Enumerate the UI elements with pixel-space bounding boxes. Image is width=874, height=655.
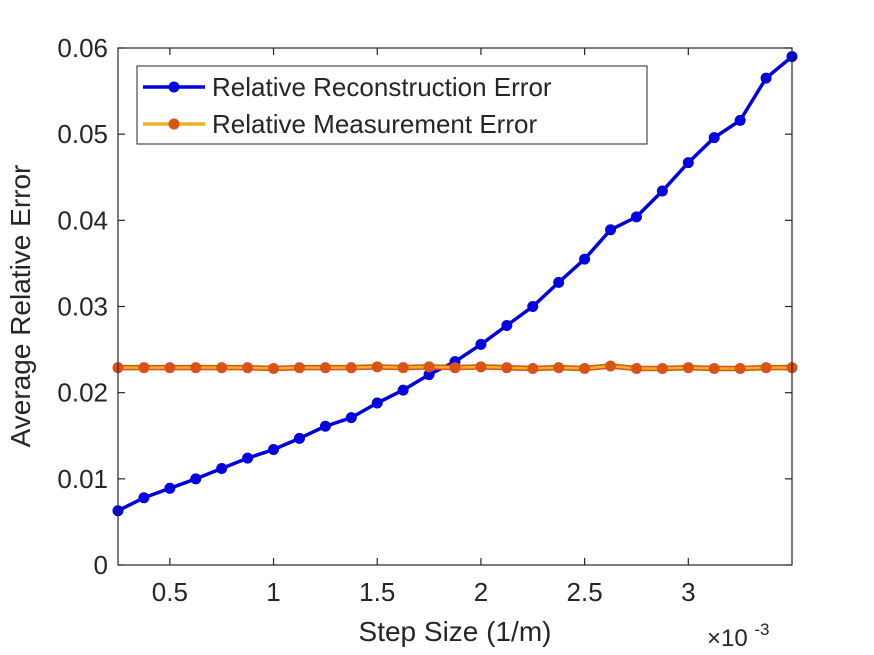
- x-tick-label: 3: [681, 577, 695, 607]
- legend-box: [136, 65, 648, 145]
- data-point-reconstruction: [345, 412, 357, 424]
- y-axis-label: Average Relative Error: [5, 165, 36, 448]
- data-point-measurement: [553, 362, 565, 374]
- data-point-reconstruction: [164, 482, 176, 494]
- data-point-measurement: [397, 362, 409, 374]
- x-axis-label: Step Size (1/m): [359, 616, 552, 647]
- data-point-reconstruction: [708, 132, 720, 144]
- data-point-reconstruction: [579, 253, 591, 265]
- x-tick-label: 0.5: [152, 577, 188, 607]
- x-tick-label: 2: [474, 577, 488, 607]
- data-point-measurement: [605, 360, 617, 372]
- data-point-reconstruction: [268, 444, 280, 456]
- data-point-measurement: [656, 363, 668, 375]
- data-point-reconstruction: [475, 338, 487, 350]
- data-point-reconstruction: [760, 72, 772, 84]
- data-point-measurement: [242, 362, 254, 374]
- data-point-measurement: [345, 362, 357, 374]
- x-axis-exponent-power: -3: [754, 620, 769, 639]
- data-point-measurement: [501, 362, 513, 374]
- data-point-reconstruction: [501, 319, 513, 331]
- legend-label-reconstruction: Relative Reconstruction Error: [212, 72, 552, 102]
- y-tick-label: 0.01: [57, 464, 108, 494]
- data-point-measurement: [190, 362, 202, 374]
- x-axis-exponent-base: ×10: [707, 625, 748, 652]
- data-point-measurement: [527, 363, 539, 375]
- data-point-measurement: [760, 362, 772, 374]
- x-tick-label: 2.5: [567, 577, 603, 607]
- data-point-measurement: [164, 362, 176, 374]
- data-point-reconstruction: [190, 473, 202, 485]
- data-point-reconstruction: [138, 492, 150, 504]
- y-tick-label: 0.03: [57, 292, 108, 322]
- data-point-reconstruction: [630, 211, 642, 223]
- ticks-layer: 0.5 1 1.5 2 2.5 3 0 0.01 0.02 0.03 0.04 0.05 0.06: [57, 33, 792, 607]
- data-point-reconstruction: [734, 114, 746, 126]
- legend-marker-reconstruction: [168, 81, 180, 93]
- data-point-reconstruction: [242, 452, 254, 464]
- x-tick-label: 1: [266, 577, 280, 607]
- data-point-reconstruction: [319, 420, 331, 432]
- data-point-reconstruction: [553, 276, 565, 288]
- y-tick-label: 0.06: [57, 33, 108, 63]
- data-point-measurement: [371, 361, 383, 373]
- data-point-measurement: [475, 361, 487, 373]
- x-tick-label: 1.5: [359, 577, 395, 607]
- y-tick-label: 0.04: [57, 205, 108, 235]
- data-point-measurement: [708, 363, 720, 375]
- data-point-reconstruction: [423, 369, 435, 381]
- data-point-measurement: [630, 363, 642, 375]
- x-axis-exponent: ×10 -3: [707, 620, 770, 652]
- data-point-measurement: [216, 362, 228, 374]
- data-point-measurement: [293, 362, 305, 374]
- data-point-reconstruction: [527, 301, 539, 312]
- legend: Relative Reconstruction Error Relative M…: [136, 65, 648, 145]
- data-point-reconstruction: [216, 462, 228, 474]
- series-layer: [112, 51, 798, 517]
- data-point-reconstruction: [656, 185, 668, 197]
- y-tick-label: 0.05: [57, 119, 108, 149]
- data-point-reconstruction: [682, 157, 694, 169]
- data-point-measurement: [319, 362, 331, 374]
- data-point-reconstruction: [397, 384, 409, 396]
- data-point-measurement: [682, 362, 694, 374]
- data-point-reconstruction: [293, 432, 305, 444]
- data-point-reconstruction: [605, 224, 617, 236]
- legend-label-measurement: Relative Measurement Error: [212, 109, 537, 139]
- legend-marker-measurement: [168, 118, 180, 130]
- data-point-measurement: [138, 362, 150, 374]
- data-point-measurement: [734, 363, 746, 375]
- data-point-measurement: [268, 363, 280, 375]
- data-point-measurement: [423, 361, 435, 373]
- data-point-measurement: [449, 362, 461, 374]
- data-point-measurement: [579, 363, 591, 375]
- y-tick-label: 0.02: [57, 378, 108, 408]
- data-point-reconstruction: [371, 397, 383, 409]
- y-tick-label: 0: [94, 550, 108, 580]
